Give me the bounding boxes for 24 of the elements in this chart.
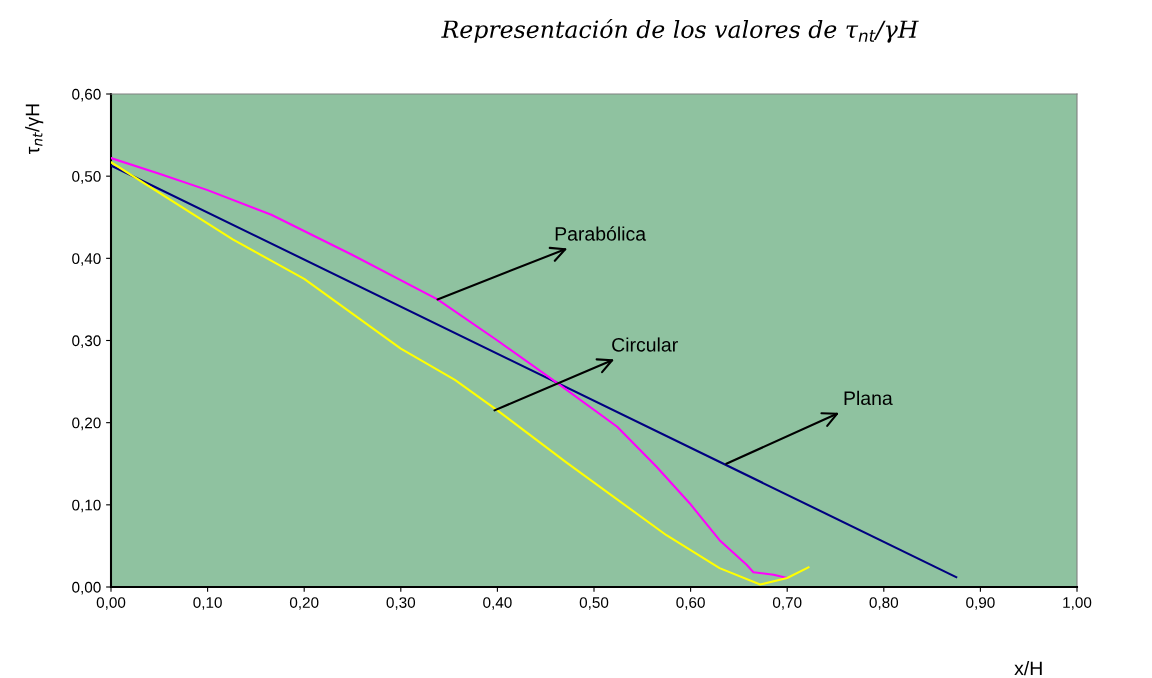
- y-tick-label: 0,50: [72, 171, 101, 184]
- y-tick-label: 0,20: [72, 417, 101, 431]
- annotation: Circular: [612, 337, 678, 352]
- annotation: Parabólica: [555, 226, 647, 241]
- x-axis-title: x/H: [1014, 660, 1042, 676]
- annotation: Plana: [844, 390, 893, 406]
- x-tick-label: 0,60: [676, 597, 705, 610]
- x-tick-label: 0,20: [289, 597, 319, 610]
- x-tick-label: 0,30: [386, 597, 416, 610]
- x-tick-label: 0,90: [966, 597, 995, 610]
- y-tick-label: 0,60: [72, 88, 101, 102]
- x-tick-label: 0,40: [483, 597, 512, 610]
- y-tick-label: 0,40: [72, 253, 101, 266]
- x-tick-label: 0,80: [869, 597, 899, 610]
- x-tick-label: 0,10: [193, 597, 222, 610]
- x-tick-label: 0,50: [579, 597, 609, 610]
- y-tick-label: 0,00: [72, 581, 101, 595]
- chart-title: Representación de los valores de τ$_{nt}$/γH: [441, 18, 919, 43]
- y-tick-label: 0,30: [72, 335, 101, 348]
- x-tick-label: 1,00: [1063, 597, 1092, 610]
- y-axis-title: τ$_{nt}$/γH: [25, 104, 44, 155]
- x-tick-label: 0,00: [96, 597, 126, 610]
- y-tick-label: 0,10: [72, 499, 101, 513]
- x-tick-label: 0,70: [772, 597, 802, 610]
